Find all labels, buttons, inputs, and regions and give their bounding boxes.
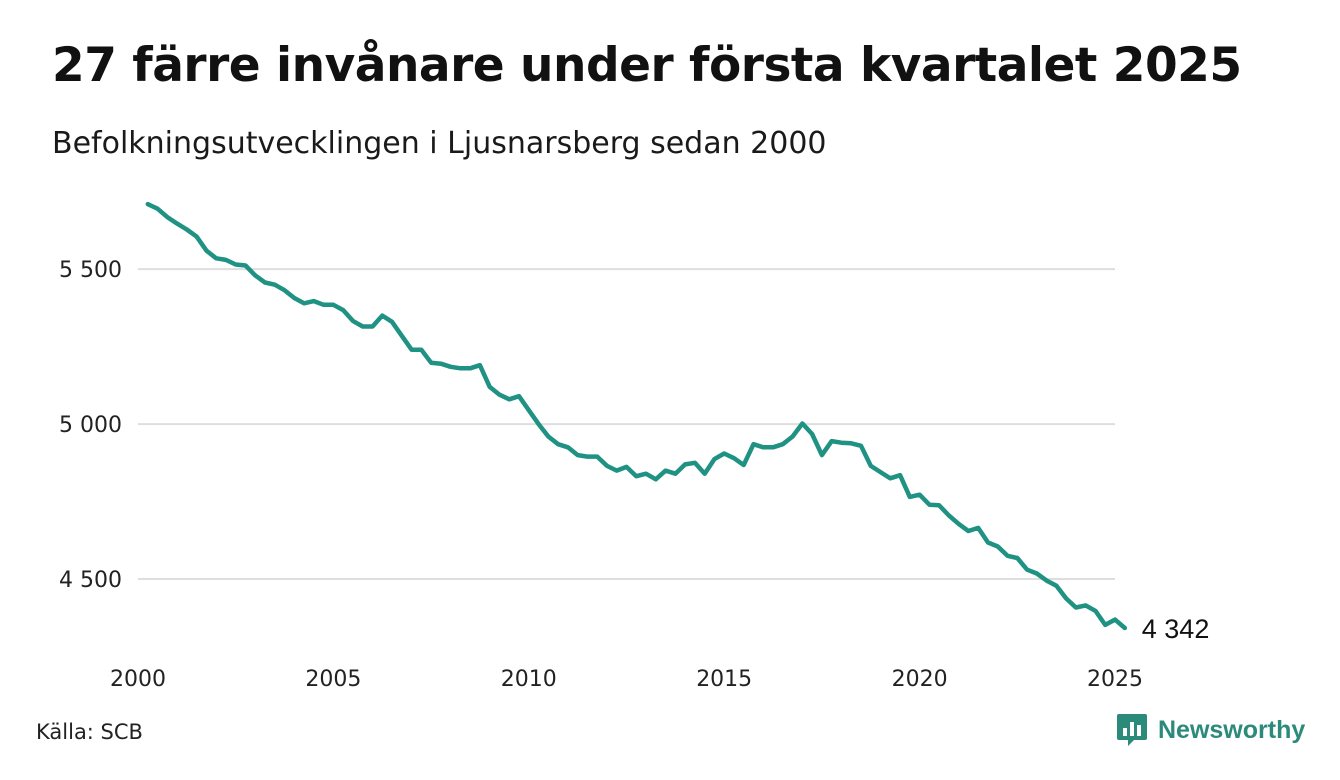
brand-logo: Newsworthy: [1116, 712, 1305, 748]
grid-lines: [138, 268, 1115, 581]
end-value-label: 4 342: [1142, 614, 1210, 644]
y-tick-label: 5 000: [59, 413, 122, 438]
chart-subtitle: Befolkningsutvecklingen i Ljusnarsberg s…: [52, 126, 827, 161]
data-points: [147, 204, 1125, 628]
x-tick-label: 2010: [501, 667, 557, 692]
x-tick-label: 2020: [892, 667, 948, 692]
y-tick-label: 5 500: [59, 258, 122, 283]
population-line: [145, 201, 1128, 631]
x-tick-label: 2000: [110, 667, 166, 692]
brand-name: Newsworthy: [1158, 715, 1306, 744]
source-note: Källa: SCB: [36, 720, 143, 744]
y-tick-label: 4 500: [59, 568, 122, 593]
x-tick-label: 2025: [1087, 667, 1143, 692]
y-axis-labels: 5 500 5 000 4 500: [59, 258, 122, 593]
x-tick-label: 2005: [305, 667, 361, 692]
line-chart: 5 500 5 000 4 500 2000 2005 2010 2015 2020 2025…: [59, 201, 1210, 692]
x-axis-labels: 2000 2005 2010 2015 2020 2025: [110, 667, 1143, 692]
chart-title: 27 färre invånare under första kvartalet…: [52, 38, 1242, 93]
x-tick-label: 2015: [696, 667, 752, 692]
newsworthy-logo-icon: [1117, 714, 1147, 746]
